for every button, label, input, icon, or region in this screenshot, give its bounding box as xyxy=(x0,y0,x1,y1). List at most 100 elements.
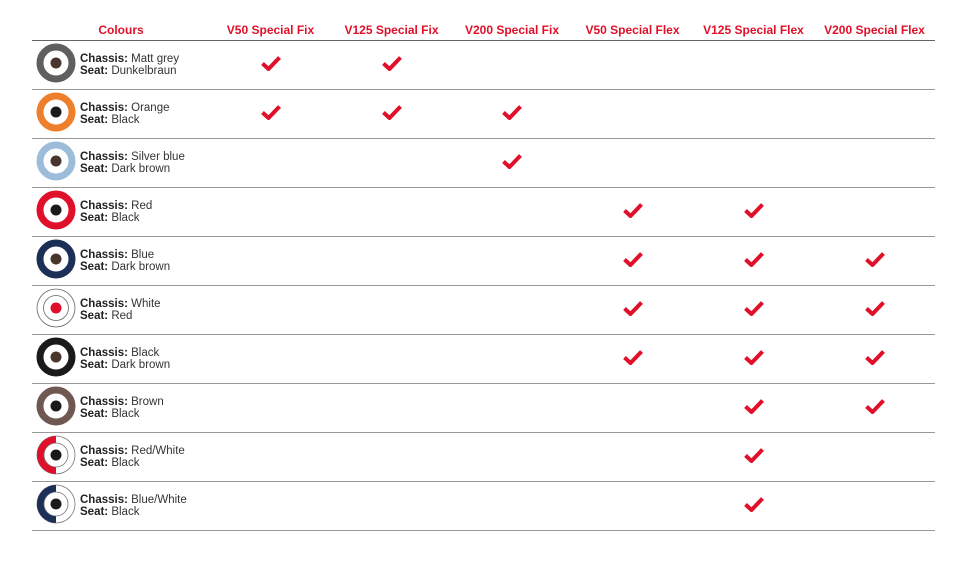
table-row: Chassis: Silver blue Seat: Dark brown xyxy=(32,138,935,188)
availability-cell xyxy=(814,432,935,482)
availability-cell xyxy=(331,334,452,384)
availability-cell xyxy=(693,481,814,531)
availability-cell xyxy=(331,383,452,433)
availability-cell xyxy=(572,138,693,188)
colour-label: Chassis: Blue Seat: Dark brown xyxy=(80,236,210,286)
availability-cell xyxy=(572,40,693,90)
availability-cell xyxy=(452,285,572,335)
chassis-value: Brown xyxy=(131,396,164,408)
checkmark-icon xyxy=(864,349,885,365)
swatch-cell xyxy=(32,481,80,531)
availability-cell xyxy=(210,481,331,531)
colour-label: Chassis: Red/White Seat: Black xyxy=(80,432,210,482)
availability-cell xyxy=(814,89,935,139)
colour-swatch-icon xyxy=(36,239,76,278)
availability-cell xyxy=(572,432,693,482)
chassis-value: Black xyxy=(131,347,160,359)
availability-cell xyxy=(331,138,452,188)
table-row: Chassis: Orange Seat: Black xyxy=(32,89,935,139)
availability-cell xyxy=(814,285,935,335)
availability-cell xyxy=(572,481,693,531)
checkmark-icon xyxy=(743,202,764,218)
colour-label: Chassis: Brown Seat: Black xyxy=(80,383,210,433)
header-model: V125 Special Flex xyxy=(693,20,814,41)
chassis-value: Red/White xyxy=(131,445,185,457)
availability-cell xyxy=(572,236,693,286)
header-row: Colours V50 Special Fix V125 Special Fix V… xyxy=(32,20,935,41)
availability-cell xyxy=(814,383,935,433)
checkmark-icon xyxy=(622,300,643,316)
colour-swatch-icon xyxy=(36,337,76,376)
chassis-value: Matt grey xyxy=(131,53,180,65)
seat-value: Black xyxy=(111,212,140,224)
availability-cell xyxy=(331,236,452,286)
seat-label: Seat: xyxy=(80,506,109,518)
availability-cell xyxy=(693,432,814,482)
header-colours: Colours xyxy=(32,20,210,41)
header-model: V50 Special Fix xyxy=(210,20,331,41)
checkmark-icon xyxy=(381,55,402,71)
availability-cell xyxy=(331,40,452,90)
colour-swatch-icon xyxy=(36,288,76,327)
availability-cell xyxy=(452,187,572,237)
availability-cell xyxy=(331,432,452,482)
colour-swatch-icon xyxy=(36,435,76,474)
availability-cell xyxy=(210,334,331,384)
colour-label: Chassis: Silver blue Seat: Dark brown xyxy=(80,138,210,188)
seat-label: Seat: xyxy=(80,359,109,371)
availability-cell xyxy=(814,138,935,188)
availability-cell xyxy=(210,138,331,188)
chassis-label: Chassis: xyxy=(80,151,128,163)
chassis-value: Red xyxy=(131,200,153,212)
colour-label: Chassis: Red Seat: Black xyxy=(80,187,210,237)
checkmark-icon xyxy=(502,153,522,169)
checkmark-icon xyxy=(743,447,764,463)
seat-value: Red xyxy=(111,310,133,322)
availability-cell xyxy=(814,481,935,531)
checkmark-icon xyxy=(743,349,764,365)
table-row: Chassis: Red/White Seat: Black xyxy=(32,432,935,482)
chassis-label: Chassis: xyxy=(80,396,128,408)
availability-cell xyxy=(210,432,331,482)
header-model: V200 Special Flex xyxy=(814,20,935,41)
colour-swatch-icon xyxy=(36,386,76,425)
seat-label: Seat: xyxy=(80,163,109,175)
availability-cell xyxy=(452,334,572,384)
seat-value: Black xyxy=(111,114,140,126)
checkmark-icon xyxy=(864,251,885,267)
colour-label: Chassis: Orange Seat: Black xyxy=(80,89,210,139)
checkmark-icon xyxy=(381,104,402,120)
header-model: V200 Special Fix xyxy=(452,20,572,41)
checkmark-icon xyxy=(502,104,522,120)
availability-cell xyxy=(452,40,572,90)
seat-label: Seat: xyxy=(80,114,109,126)
chassis-label: Chassis: xyxy=(80,347,128,359)
seat-value: Black xyxy=(111,506,140,518)
checkmark-icon xyxy=(743,300,764,316)
chassis-value: Silver blue xyxy=(131,151,185,163)
availability-cell xyxy=(572,285,693,335)
seat-value: Dunkelbraun xyxy=(111,65,177,77)
chassis-label: Chassis: xyxy=(80,200,128,212)
swatch-cell xyxy=(32,383,80,433)
seat-value: Dark brown xyxy=(111,163,171,175)
checkmark-icon xyxy=(864,300,885,316)
availability-cell xyxy=(452,89,572,139)
table-row: Chassis: Red Seat: Black xyxy=(32,187,935,237)
seat-label: Seat: xyxy=(80,212,109,224)
colour-swatch-icon xyxy=(36,92,76,131)
availability-cell xyxy=(452,432,572,482)
availability-cell xyxy=(814,334,935,384)
table-row: Chassis: Matt grey Seat: Dunkelbraun xyxy=(32,40,935,90)
availability-cell xyxy=(572,383,693,433)
seat-label: Seat: xyxy=(80,310,109,322)
chassis-label: Chassis: xyxy=(80,249,128,261)
colour-swatch-icon xyxy=(36,484,76,523)
checkmark-icon xyxy=(622,202,643,218)
availability-cell xyxy=(814,236,935,286)
swatch-cell xyxy=(32,89,80,139)
seat-value: Black xyxy=(111,457,140,469)
checkmark-icon xyxy=(743,496,764,512)
colour-label: Chassis: White Seat: Red xyxy=(80,285,210,335)
chassis-value: Orange xyxy=(131,102,170,114)
